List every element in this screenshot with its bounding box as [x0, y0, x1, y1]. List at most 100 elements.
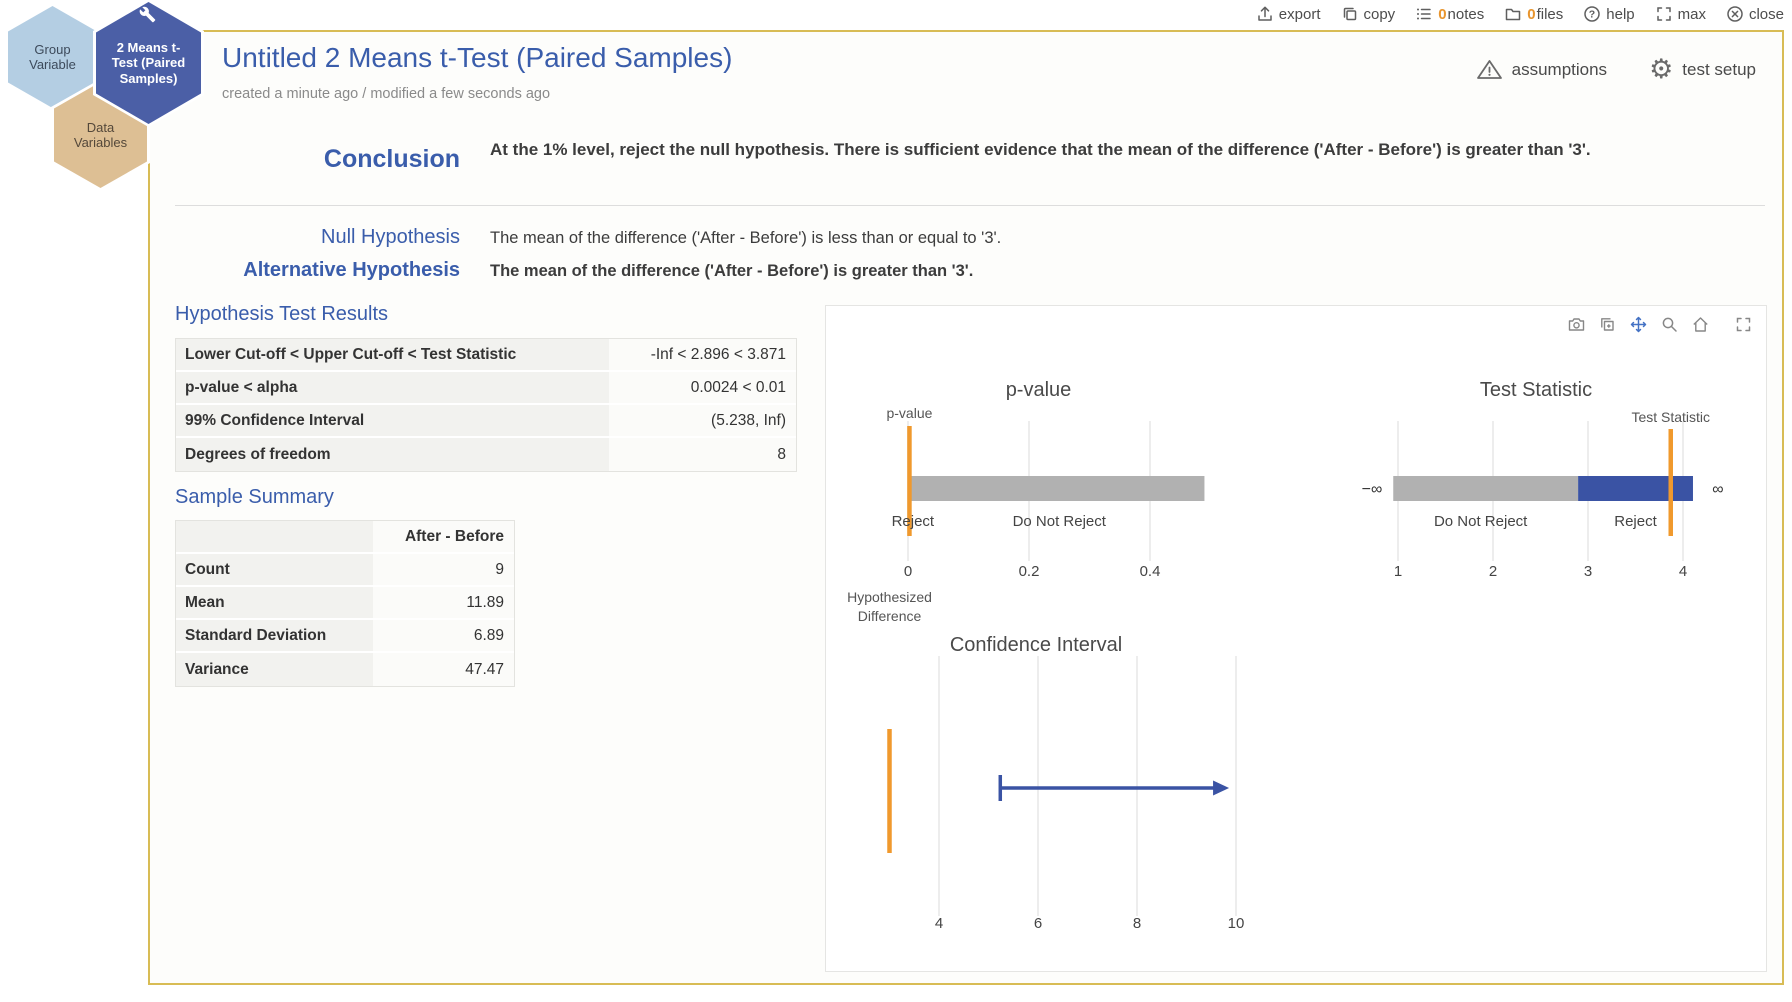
summary-value: 9	[373, 554, 514, 585]
svg-text:?: ?	[1589, 8, 1595, 20]
test-results-table: Lower Cut-off < Upper Cut-off < Test Sta…	[175, 338, 797, 472]
alternative-hypothesis-text: The mean of the difference ('After - Bef…	[490, 262, 974, 280]
conclusion-text: At the 1% level, reject the null hypothe…	[490, 140, 1591, 159]
gear-icon: ⚙	[1649, 54, 1674, 84]
maximize-icon	[1656, 7, 1671, 21]
test-setup-button[interactable]: ⚙ test setup	[1649, 56, 1756, 83]
table-row: Standard Deviation 6.89	[176, 620, 514, 653]
sample-summary-table: After - Before Count 9 Mean 11.89 Standa…	[175, 520, 515, 687]
summary-label: Mean	[176, 587, 373, 618]
conclusion-label: Conclusion	[323, 145, 460, 173]
result-value: -Inf < 2.896 < 3.871	[609, 339, 796, 370]
chart-panel: p-value Test Statistic Confidence Interv…	[825, 305, 1767, 972]
assumptions-warning-icon	[1476, 60, 1502, 79]
confidence-interval-chart[interactable]: 4 6 8 10 Hypothesized Difference	[847, 576, 1281, 941]
chart-title-test-statistic: Test Statistic	[1479, 379, 1593, 401]
assumptions-button[interactable]: assumptions	[1476, 58, 1607, 81]
page-subtitle: created a minute ago / modified a few se…	[222, 86, 551, 102]
export-button[interactable]: export	[1256, 5, 1321, 23]
summary-value: 11.89	[373, 587, 514, 618]
table-row: Count 9	[176, 554, 514, 587]
node-group-variable-label: Group Variable	[29, 41, 76, 72]
svg-text:8: 8	[1133, 915, 1141, 932]
p-value-chart[interactable]: 0 0.2 0.4 p-value Reject Do Not Reject	[871, 366, 1301, 601]
svg-text:6: 6	[1034, 915, 1042, 932]
svg-text:Difference: Difference	[858, 608, 922, 624]
copy-chart-icon[interactable]	[1599, 316, 1616, 333]
alternative-hypothesis-label: Alternative Hypothesis	[243, 259, 460, 281]
notes-count: 0	[1438, 5, 1447, 23]
section-divider	[175, 205, 1765, 206]
svg-text:∞: ∞	[1712, 481, 1723, 498]
max-label: max	[1677, 5, 1706, 23]
zoom-icon[interactable]	[1661, 316, 1678, 333]
sample-summary-heading: Sample Summary	[175, 486, 334, 508]
svg-text:4: 4	[935, 915, 943, 932]
node-2-means-t-test-label: 2 Means t-Test (Paired Samples)	[111, 40, 186, 86]
svg-text:0.4: 0.4	[1140, 563, 1161, 580]
camera-icon[interactable]	[1568, 316, 1585, 333]
close-button[interactable]: close	[1726, 5, 1784, 23]
notes-icon	[1417, 8, 1431, 20]
svg-text:Reject: Reject	[892, 513, 935, 530]
svg-text:0: 0	[904, 563, 912, 580]
summary-value: 47.47	[373, 653, 514, 686]
chart-title-confidence-interval: Confidence Interval	[949, 634, 1123, 656]
svg-text:3: 3	[1584, 563, 1592, 580]
summary-label: Variance	[176, 653, 373, 686]
maximize-button[interactable]: max	[1655, 5, 1706, 23]
table-row: 99% Confidence Interval (5.238, Inf)	[176, 405, 796, 438]
help-button[interactable]: ? help	[1583, 5, 1635, 23]
folder-icon	[1505, 8, 1521, 21]
svg-text:1: 1	[1394, 563, 1402, 580]
fullscreen-icon[interactable]	[1735, 316, 1752, 333]
summary-label: Count	[176, 554, 373, 585]
column-header: After - Before	[373, 521, 514, 552]
export-icon	[1258, 6, 1272, 21]
result-value: 8	[609, 438, 796, 471]
null-hypothesis-label: Null Hypothesis	[321, 226, 460, 248]
help-icon: ?	[1584, 6, 1601, 22]
close-icon	[1727, 6, 1743, 22]
copy-label: copy	[1363, 5, 1396, 23]
assumptions-label: assumptions	[1511, 59, 1608, 79]
copy-button[interactable]: copy	[1341, 5, 1396, 23]
test-statistic-chart[interactable]: 1 2 3 4 Test Statistic Do Not Reject Reject −∞ ∞	[1356, 366, 1736, 601]
svg-text:2: 2	[1489, 563, 1497, 580]
files-button[interactable]: 0files	[1504, 5, 1563, 23]
result-label: Lower Cut-off < Upper Cut-off < Test Sta…	[176, 339, 609, 370]
table-row: Lower Cut-off < Upper Cut-off < Test Sta…	[176, 339, 796, 372]
svg-text:4: 4	[1679, 563, 1687, 580]
chart-toolbar	[1568, 316, 1752, 333]
svg-text:p-value: p-value	[886, 405, 932, 421]
wrench-icon	[139, 6, 156, 23]
window-toolbar: export copy 0notes 0files ? help max clo…	[1256, 5, 1784, 23]
svg-text:0.2: 0.2	[1019, 563, 1040, 580]
page-title: Untitled 2 Means t-Test (Paired Samples)	[222, 42, 733, 73]
null-hypothesis-text: The mean of the difference ('After - Bef…	[490, 229, 1002, 247]
table-row: p-value < alpha 0.0024 < 0.01	[176, 372, 796, 405]
result-label: Degrees of freedom	[176, 438, 609, 471]
pan-icon[interactable]	[1630, 316, 1647, 333]
empty-header-cell	[176, 521, 373, 552]
summary-label: Standard Deviation	[176, 620, 373, 651]
home-icon[interactable]	[1692, 316, 1709, 333]
notes-label: notes	[1447, 5, 1485, 23]
svg-text:Test Statistic: Test Statistic	[1631, 409, 1710, 425]
svg-text:Do Not Reject: Do Not Reject	[1013, 513, 1107, 530]
notes-button[interactable]: 0notes	[1415, 5, 1484, 23]
svg-text:Hypothesized: Hypothesized	[847, 589, 932, 605]
svg-text:Reject: Reject	[1614, 513, 1657, 530]
table-header-row: After - Before	[176, 521, 514, 554]
result-value: 0.0024 < 0.01	[609, 372, 796, 403]
copy-icon	[1343, 7, 1356, 21]
result-label: p-value < alpha	[176, 372, 609, 403]
table-row: Degrees of freedom 8	[176, 438, 796, 471]
table-row: Variance 47.47	[176, 653, 514, 686]
header-actions: assumptions ⚙ test setup	[1476, 56, 1756, 83]
close-label: close	[1748, 5, 1784, 23]
svg-text:10: 10	[1228, 915, 1245, 932]
result-label: 99% Confidence Interval	[176, 405, 609, 436]
test-results-heading: Hypothesis Test Results	[175, 303, 389, 325]
